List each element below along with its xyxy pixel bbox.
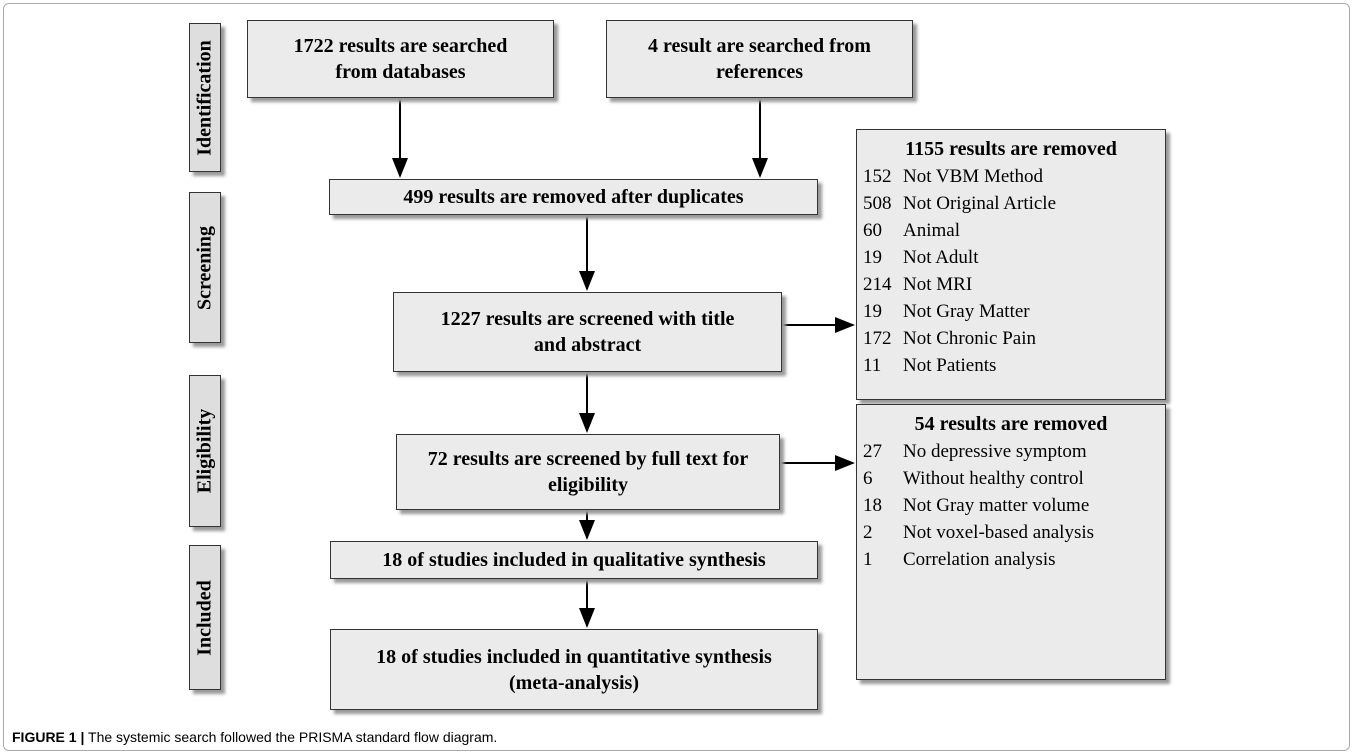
stage-label: Included [189, 545, 221, 690]
box-line: (meta-analysis) [509, 671, 639, 694]
box-line: and abstract [533, 334, 642, 356]
stage-label: Screening [189, 192, 221, 343]
box-line: 18 of studies included in quantitative s… [376, 645, 772, 668]
removed-item: 214 Not MRI [863, 271, 1159, 298]
box-line: 499 results are removed after duplicates [403, 186, 744, 208]
item-count: 2 [863, 522, 873, 543]
item-count: 60 [863, 220, 882, 241]
caption-label: FIGURE 1 | [12, 729, 85, 745]
removed-title: 54 results are removed [914, 413, 1108, 435]
flow-box: 1227 results are screened with title and … [393, 292, 782, 372]
flow-box: 18 of studies included in quantitative s… [330, 629, 818, 710]
item-count: 11 [863, 355, 882, 376]
item-reason: Not Chronic Pain [903, 328, 1036, 349]
item-count: 19 [863, 247, 882, 268]
stage-label: Identification [189, 23, 221, 172]
stage-label: Eligibility [189, 375, 221, 527]
removed-item: 1 Correlation analysis [863, 546, 1159, 573]
removed-item: 11 Not Patients [863, 352, 1159, 379]
stage-text: Identification [193, 39, 216, 156]
box-line: 4 result are searched from [648, 35, 871, 57]
box-line: 72 results are screened by full text for [427, 448, 749, 470]
removed-item: 27 No depressive symptom [863, 438, 1159, 465]
item-count: 18 [863, 495, 882, 516]
item-count: 152 [863, 166, 892, 187]
removed-item: 508 Not Original Article [863, 190, 1159, 217]
item-count: 172 [863, 328, 892, 349]
flow-box: 499 results are removed after duplicates [329, 179, 818, 215]
box-line: 1227 results are screened with title [440, 308, 735, 330]
box-line: 18 of studies included in qualitative sy… [382, 549, 766, 571]
removed-item: 2 Not voxel-based analysis [863, 519, 1159, 546]
item-count: 1 [863, 549, 873, 570]
box-line: references [716, 61, 803, 83]
item-count: 508 [863, 193, 892, 214]
item-reason: Not Gray matter volume [903, 495, 1090, 516]
removed-item: 18 Not Gray matter volume [863, 492, 1159, 519]
item-reason: Not Adult [903, 247, 979, 268]
flow-box: 1722 results are searched from databases [247, 20, 554, 98]
item-reason: Not Original Article [903, 193, 1057, 214]
stage-text: Included [193, 579, 216, 656]
item-reason: Not VBM Method [903, 166, 1044, 187]
removed-title: 1155 results are removed [905, 138, 1117, 160]
caption: FIGURE 1 | The systemic search followed … [12, 729, 497, 745]
item-reason: Not Gray Matter [903, 301, 1030, 322]
item-reason: Not Patients [903, 355, 997, 376]
frame [3, 3, 1350, 751]
removed-item: 60 Animal [863, 217, 1159, 244]
box-line: from databases [335, 61, 466, 83]
stage-text: Screening [193, 225, 216, 310]
caption-text: The systemic search followed the PRISMA … [88, 729, 498, 745]
removed-item: 6 Without healthy control [863, 465, 1159, 492]
flow-box: 18 of studies included in qualitative sy… [330, 541, 818, 579]
item-reason: Without healthy control [903, 468, 1084, 489]
removed-item: 19 Not Adult [863, 244, 1159, 271]
item-reason: Correlation analysis [903, 549, 1056, 570]
removed-item: 172 Not Chronic Pain [863, 325, 1159, 352]
stage-text: Eligibility [193, 408, 216, 494]
item-reason: Not MRI [903, 274, 973, 295]
box-line: 1722 results are searched [293, 35, 508, 57]
removed-box: 54 results are removed 27 No depressive sy… [856, 404, 1166, 680]
item-reason: Not voxel-based analysis [903, 522, 1095, 543]
item-count: 19 [863, 301, 882, 322]
removed-item: 152 Not VBM Method [863, 163, 1159, 190]
removed-item: 19 Not Gray Matter [863, 298, 1159, 325]
item-count: 27 [863, 441, 882, 462]
item-reason: No depressive symptom [903, 441, 1087, 462]
flow-box: 72 results are screened by full text for… [396, 434, 780, 510]
item-reason: Animal [903, 220, 960, 241]
box-line: eligibility [548, 474, 628, 496]
item-count: 6 [863, 468, 873, 489]
flow-box: 4 result are searched from references [606, 20, 913, 98]
item-count: 214 [863, 274, 892, 295]
removed-box: 1155 results are removed 152 Not VBM Metho… [856, 129, 1166, 400]
